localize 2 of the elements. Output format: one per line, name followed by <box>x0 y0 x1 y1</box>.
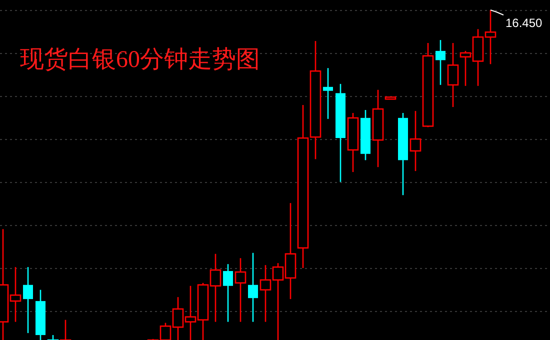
title: 现货白银60分钟走势图 <box>20 47 260 73</box>
annotation: 16.450 <box>490 10 542 30</box>
